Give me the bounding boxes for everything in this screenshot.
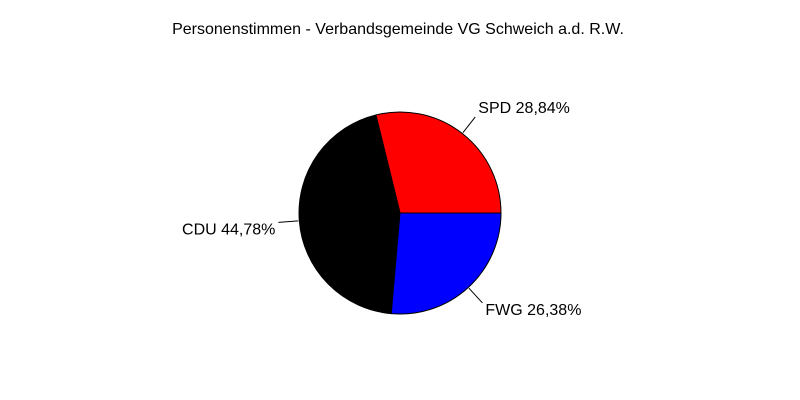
slice-label-fwg: FWG 26,38% [485,302,581,319]
pie-slice-spd [375,111,502,214]
slice-label-spd: SPD 28,84% [478,100,570,117]
leader-lines [278,116,483,304]
pie-slices [298,111,502,315]
pie-slice-cdu [298,114,401,315]
pie-slice-fwg [390,212,502,315]
leader-line-fwg [468,287,483,304]
slice-label-cdu: CDU 44,78% [182,221,275,238]
leader-line-cdu [278,220,299,223]
leader-line-spd [462,116,476,134]
chart-title: Personenstimmen - Verbandsgemeinde VG Sc… [172,21,624,38]
